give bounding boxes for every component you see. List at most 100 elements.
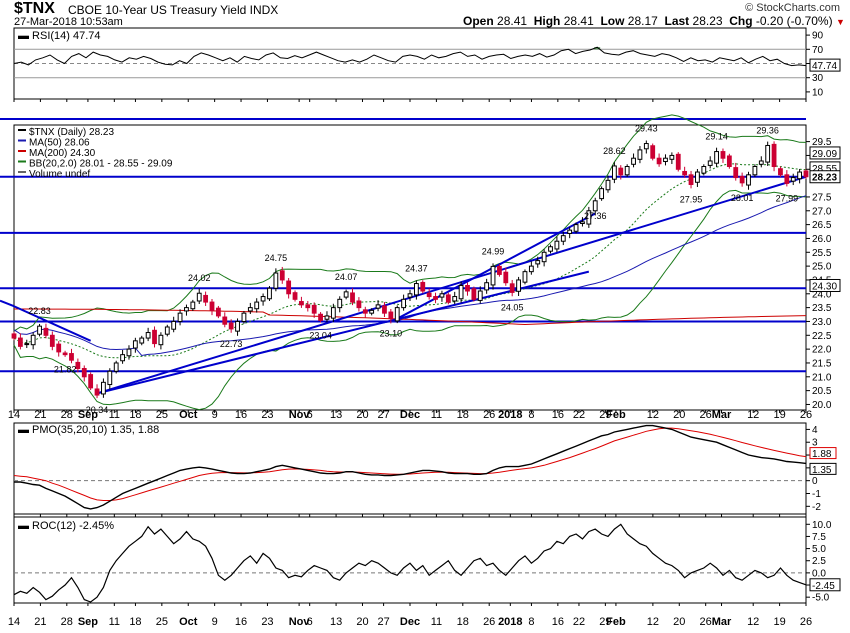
- candle-body: [592, 200, 598, 212]
- candle-body: [599, 188, 605, 200]
- candle-body: [350, 292, 355, 303]
- candle-body: [516, 279, 521, 292]
- candle-body: [388, 311, 394, 320]
- candle-body: [637, 149, 643, 160]
- candle-body: [643, 143, 649, 150]
- candle-body: [554, 240, 560, 250]
- high-label: High: [533, 14, 561, 28]
- price-x-tick-label: 19: [773, 409, 785, 421]
- price-extreme-label: 24.75: [265, 253, 288, 263]
- roc-current-box: [809, 578, 841, 592]
- price-extreme-label: 28.01: [731, 193, 754, 203]
- price-x-tick-label: 16: [235, 409, 247, 421]
- candle-body: [101, 381, 106, 395]
- candle-body: [24, 343, 30, 346]
- candle-body: [407, 293, 413, 298]
- trendline: [13, 305, 92, 342]
- last-value: 28.23: [692, 14, 723, 28]
- low-value: 28.17: [627, 14, 658, 28]
- price-extreme-label: 24.07: [335, 272, 358, 282]
- price-extreme-label: 28.62: [603, 146, 626, 156]
- roc-x-tick-label: 28: [61, 616, 73, 628]
- candle-body: [503, 271, 509, 284]
- price-x-tick-label: Dec: [400, 409, 420, 421]
- candle-body: [311, 304, 317, 314]
- roc-x-tick-label: Mar: [712, 616, 732, 628]
- candle-body: [11, 333, 17, 339]
- price-x-tick-label: 9: [212, 409, 218, 421]
- roc-x-tick-label: 20: [356, 616, 368, 628]
- price-x-tick-label: 13: [330, 409, 342, 421]
- pmo-tick-label: 3: [812, 438, 818, 449]
- trendline: [396, 212, 596, 320]
- roc-legend: ▬ ROC(12) -2.45%: [18, 520, 114, 532]
- candle-body: [739, 175, 745, 184]
- candle-body: [139, 337, 145, 344]
- candle-body: [107, 370, 113, 386]
- price-x-tick-label: 27: [377, 409, 389, 421]
- candle-body: [548, 246, 553, 252]
- roc-x-tick-label: 29: [599, 616, 611, 628]
- rsi-tick-label: 90: [812, 31, 824, 42]
- price-extreme-label: 22.83: [28, 306, 51, 316]
- rsi-current-label: 47.74: [812, 61, 837, 72]
- price-extreme-label: 23.10: [380, 329, 403, 339]
- price-x-tick-label: 12: [647, 409, 659, 421]
- candle-body: [152, 329, 157, 345]
- roc-x-tick-label: Oct: [179, 616, 198, 628]
- candle-body: [733, 167, 739, 179]
- roc-x-tick-label: 9: [212, 616, 218, 628]
- candle-body: [324, 315, 330, 320]
- price-tick-label: 29.5: [812, 137, 832, 148]
- rsi-tick-label: 10: [812, 87, 824, 98]
- price-tick-label: 22.5: [812, 331, 832, 342]
- candle-body: [43, 327, 49, 336]
- stockcharts-credit[interactable]: © StockCharts.com: [745, 2, 840, 14]
- candle-body: [803, 170, 809, 178]
- candle-body: [611, 165, 617, 180]
- candle-body: [260, 296, 266, 302]
- price-tick-label: 27.5: [812, 192, 832, 203]
- candle-body: [465, 284, 470, 292]
- price-x-tick-label: 20: [673, 409, 685, 421]
- candle-body: [490, 265, 496, 286]
- price-extreme-label: 21.82: [54, 365, 77, 375]
- candle-body: [209, 301, 215, 311]
- roc-line: [13, 523, 807, 603]
- price-x-tick-label: 11: [431, 409, 442, 421]
- candle-body: [56, 343, 62, 353]
- ma50-line: [13, 195, 807, 357]
- candle-body: [471, 288, 477, 300]
- price-axis-value-label: 28.55: [812, 164, 837, 175]
- candle-body: [184, 307, 189, 312]
- roc-tick-label: 5.0: [812, 544, 826, 555]
- candle-body: [624, 166, 630, 176]
- roc-x-tick-label: 11: [109, 616, 120, 628]
- roc-x-tick-label: 12: [647, 616, 659, 628]
- price-legend-entry: MA(200) 24.30: [29, 148, 96, 159]
- price-axis-value-box: [809, 278, 841, 292]
- candle-body: [541, 251, 547, 263]
- candle-body: [707, 160, 713, 166]
- price-axis-value-box: [809, 170, 841, 184]
- candle-body: [580, 221, 585, 225]
- candle-body: [656, 157, 662, 165]
- pmo-current-box: [809, 462, 837, 475]
- price-x-tick-label: 16: [552, 409, 564, 421]
- price-extreme-label: 24.37: [405, 264, 428, 274]
- candle-body: [343, 291, 349, 298]
- roc-x-tick-label: 18: [457, 616, 469, 628]
- roc-x-tick-label: 19: [773, 616, 785, 628]
- chg-value: -0.20 (-0.70%): [755, 14, 833, 28]
- price-x-tick-label: 26: [800, 409, 812, 421]
- bollinger-lower: [13, 189, 807, 411]
- roc-x-tick-label: 20: [673, 616, 685, 628]
- price-extreme-label: 24.05: [501, 302, 524, 312]
- price-legend-swatch: [18, 129, 26, 131]
- down-arrow-icon: ▼: [835, 17, 845, 27]
- candle-body: [235, 320, 240, 332]
- trendline: [96, 175, 807, 395]
- bollinger-mid: [13, 163, 807, 359]
- pmo-tick-label: 0: [812, 476, 818, 487]
- candle-body: [120, 354, 125, 362]
